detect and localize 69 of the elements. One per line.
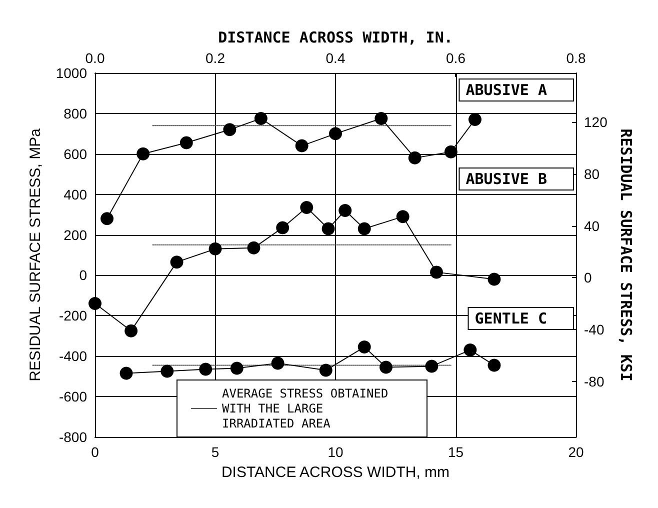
point bbox=[322, 222, 335, 236]
y2-tick-label: -40 bbox=[584, 321, 604, 338]
x2-tick-label: 0.4 bbox=[326, 50, 346, 66]
point bbox=[444, 145, 458, 158]
point bbox=[396, 210, 410, 224]
point bbox=[300, 200, 314, 214]
point bbox=[124, 324, 138, 338]
point bbox=[408, 151, 422, 164]
point bbox=[358, 340, 371, 354]
text: ABUSIVE B bbox=[466, 170, 548, 188]
point bbox=[120, 366, 133, 380]
point bbox=[180, 136, 193, 150]
x2-tick-label: 0.6 bbox=[446, 50, 466, 66]
point bbox=[425, 360, 438, 373]
point bbox=[430, 266, 444, 279]
x2-axis-title: DISTANCE ACROSS WIDTH, IN. bbox=[218, 28, 453, 46]
point bbox=[170, 256, 184, 269]
point bbox=[295, 139, 308, 152]
x-tick-label: 0 bbox=[91, 444, 100, 460]
y-tick-label: 200 bbox=[64, 226, 88, 243]
point bbox=[199, 362, 212, 376]
point bbox=[329, 127, 342, 140]
point bbox=[319, 364, 332, 377]
y-tick-label: -800 bbox=[58, 429, 88, 445]
point bbox=[358, 222, 371, 236]
point bbox=[160, 364, 174, 378]
series-label: GENTLE C bbox=[474, 310, 548, 328]
y-tick-label: 800 bbox=[64, 105, 88, 122]
point bbox=[488, 272, 501, 286]
y2-tick-label: 120 bbox=[584, 114, 608, 130]
point bbox=[208, 242, 222, 256]
point bbox=[338, 204, 352, 218]
point bbox=[271, 356, 284, 370]
x2-tick-label: 0.0 bbox=[85, 50, 105, 66]
x-axis-title: DISTANCE ACROSS WIDTH, mm bbox=[221, 464, 450, 481]
x2-tick-label: 0.2 bbox=[206, 50, 226, 66]
point bbox=[254, 112, 268, 125]
point bbox=[276, 221, 290, 234]
y2-tick-label: 80 bbox=[584, 166, 600, 182]
point bbox=[230, 362, 244, 375]
legend-label: AVERAGE STRESS OBTAINED WITH THE LARGE IRRADIATED AREA bbox=[222, 386, 396, 430]
x-tick-label: 20 bbox=[568, 444, 584, 460]
x-tick-label: 15 bbox=[448, 444, 464, 460]
y2-tick-label: 40 bbox=[584, 218, 600, 234]
point bbox=[88, 297, 102, 310]
y-tick-label: 400 bbox=[64, 186, 88, 202]
y-tick-label: 0 bbox=[79, 267, 88, 284]
point bbox=[464, 344, 477, 357]
y-tick-label: 1000 bbox=[56, 65, 88, 81]
point bbox=[488, 358, 501, 372]
x-tick-label: 10 bbox=[328, 444, 344, 460]
y2-tick-label: -80 bbox=[584, 373, 604, 390]
y-tick-label: -400 bbox=[58, 348, 88, 364]
y-axis-title: RESIDUAL SURFACE STRESS, MPa bbox=[27, 128, 44, 382]
y-tick-label: -200 bbox=[58, 308, 88, 324]
series-label: ABUSIVE A bbox=[466, 81, 548, 99]
point bbox=[468, 113, 482, 126]
x-tick-label: 5 bbox=[211, 444, 220, 460]
point bbox=[223, 123, 236, 136]
point bbox=[247, 241, 260, 254]
point bbox=[380, 360, 393, 374]
y-tick-label: 600 bbox=[64, 146, 88, 162]
point bbox=[374, 112, 388, 125]
y2-axis-title: RESIDUAL SURFACE STRESS, KSI bbox=[616, 128, 635, 382]
y-tick-label: -600 bbox=[58, 388, 88, 405]
point bbox=[100, 212, 114, 226]
y2-tick-label: 0 bbox=[584, 270, 592, 286]
x2-tick-label: 0.8 bbox=[566, 50, 586, 66]
point bbox=[136, 147, 150, 160]
